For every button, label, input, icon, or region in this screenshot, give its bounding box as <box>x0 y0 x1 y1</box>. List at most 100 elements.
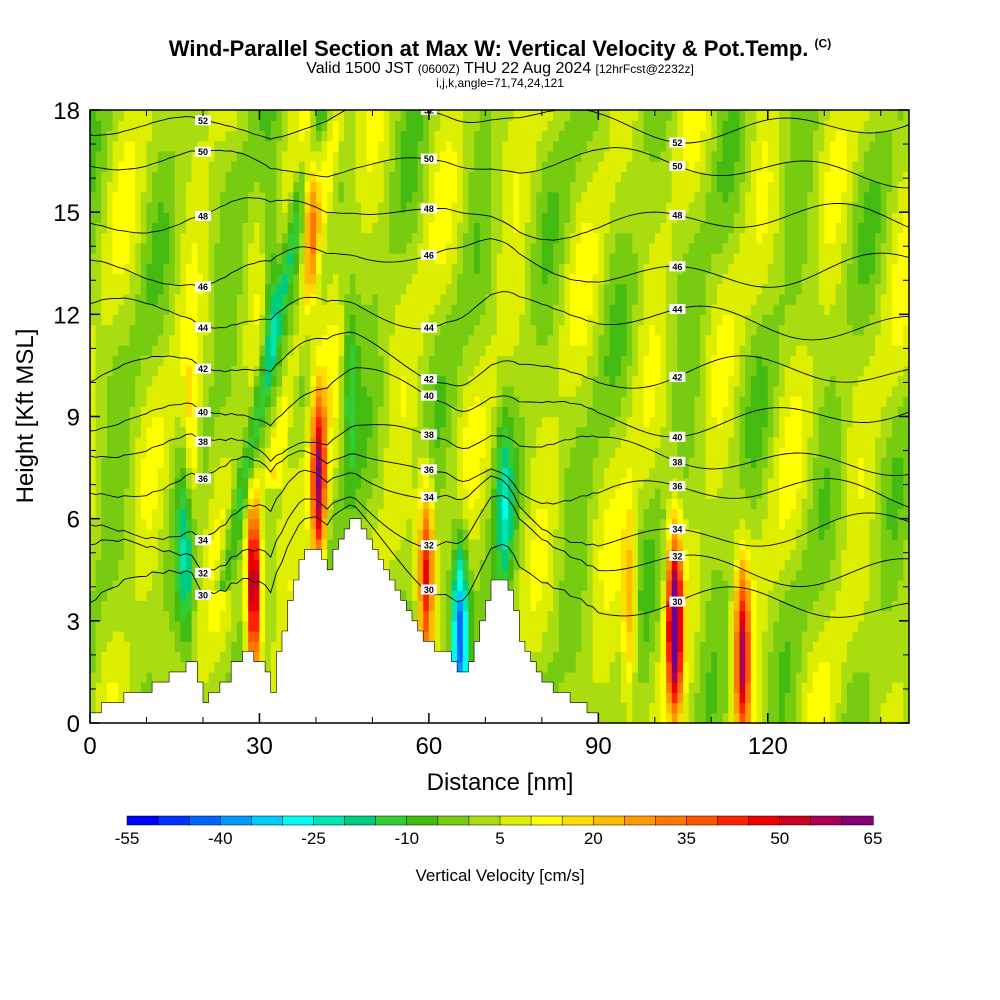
field-cell <box>338 242 345 254</box>
field-cell <box>225 549 232 561</box>
field-cell <box>282 385 289 397</box>
field-cell <box>524 416 532 428</box>
field-cell <box>440 283 447 295</box>
field-cell <box>197 661 204 673</box>
field-cell <box>169 365 176 377</box>
field-cell <box>146 334 153 346</box>
field-cell <box>186 263 193 275</box>
field-cell <box>462 314 470 326</box>
field-cell <box>231 436 238 448</box>
field-cell <box>129 671 136 683</box>
field-cell <box>135 671 142 683</box>
field-cell <box>231 253 238 264</box>
field-cell <box>101 150 108 162</box>
field-cell <box>146 498 153 510</box>
field-cell <box>186 171 193 183</box>
field-cell <box>310 467 317 479</box>
field-cell <box>214 304 221 315</box>
field-cell <box>502 528 509 540</box>
field-cell <box>355 314 362 326</box>
field-cell <box>519 488 526 499</box>
field-cell <box>332 518 340 530</box>
field-cell <box>519 477 526 489</box>
field-cell <box>400 253 407 264</box>
field-cell <box>214 661 221 673</box>
field-cell <box>372 498 379 510</box>
field-cell <box>321 426 328 438</box>
field-cell <box>191 273 198 285</box>
field-cell <box>293 569 300 581</box>
field-cell <box>378 406 385 418</box>
field-cell <box>519 436 526 448</box>
field-cell <box>219 579 227 591</box>
field-cell <box>259 641 266 653</box>
field-cell <box>95 559 102 571</box>
field-cell <box>553 620 560 632</box>
field-cell <box>270 600 277 612</box>
field-cell <box>355 334 362 346</box>
field-cell <box>440 232 447 244</box>
field-cell <box>468 641 475 653</box>
field-cell <box>530 396 537 407</box>
field-cell <box>468 181 475 193</box>
field-cell <box>457 365 464 377</box>
field-cell <box>457 242 464 254</box>
field-cell <box>118 365 125 377</box>
field-cell <box>180 447 187 458</box>
field-cell <box>468 253 475 264</box>
field-cell <box>118 477 125 489</box>
field-cell <box>169 181 176 193</box>
field-cell <box>417 161 424 172</box>
field-cell <box>440 579 447 591</box>
field-cell <box>259 191 266 203</box>
field-cell <box>118 610 125 622</box>
field-cell <box>406 590 413 601</box>
field-cell <box>253 161 261 172</box>
field-cell <box>423 518 430 530</box>
field-cell <box>344 344 351 356</box>
field-cell <box>445 191 453 203</box>
field-cell <box>383 283 390 295</box>
field-cell <box>530 263 537 275</box>
field-cell <box>541 549 549 561</box>
field-cell <box>400 477 407 489</box>
field-cell <box>547 212 554 223</box>
field-cell <box>332 181 340 193</box>
field-cell <box>541 610 549 622</box>
field-cell <box>513 212 520 223</box>
field-cell <box>451 375 458 387</box>
field-cell <box>321 222 328 234</box>
field-cell <box>186 375 193 387</box>
field-cell <box>519 549 526 561</box>
field-cell <box>553 661 560 673</box>
field-cell <box>152 375 159 387</box>
copyright-mark: (C) <box>814 36 832 51</box>
field-cell <box>276 385 283 397</box>
field-cell <box>530 498 537 510</box>
field-cell <box>118 201 125 213</box>
field-cell <box>485 365 492 377</box>
field-cell <box>152 498 159 510</box>
field-cell <box>112 436 119 448</box>
field-cell <box>451 334 458 346</box>
field-cell <box>146 304 153 315</box>
field-cell <box>270 579 277 591</box>
field-cell <box>208 273 215 285</box>
field-cell <box>287 253 294 264</box>
field-cell <box>191 620 198 632</box>
field-cell <box>140 457 148 469</box>
field-cell <box>282 508 289 520</box>
field-cell <box>140 344 148 356</box>
field-cell <box>417 416 424 428</box>
field-cell <box>106 334 114 346</box>
field-cell <box>186 447 193 458</box>
field-cell <box>174 375 181 387</box>
field-cell <box>270 477 277 489</box>
field-cell <box>219 559 227 571</box>
field-cell <box>502 273 509 285</box>
field-cell <box>106 579 114 591</box>
field-cell <box>355 498 362 510</box>
field-cell <box>406 498 413 510</box>
field-cell <box>186 242 193 254</box>
valid-date: THU 22 Aug 2024 <box>463 60 592 77</box>
